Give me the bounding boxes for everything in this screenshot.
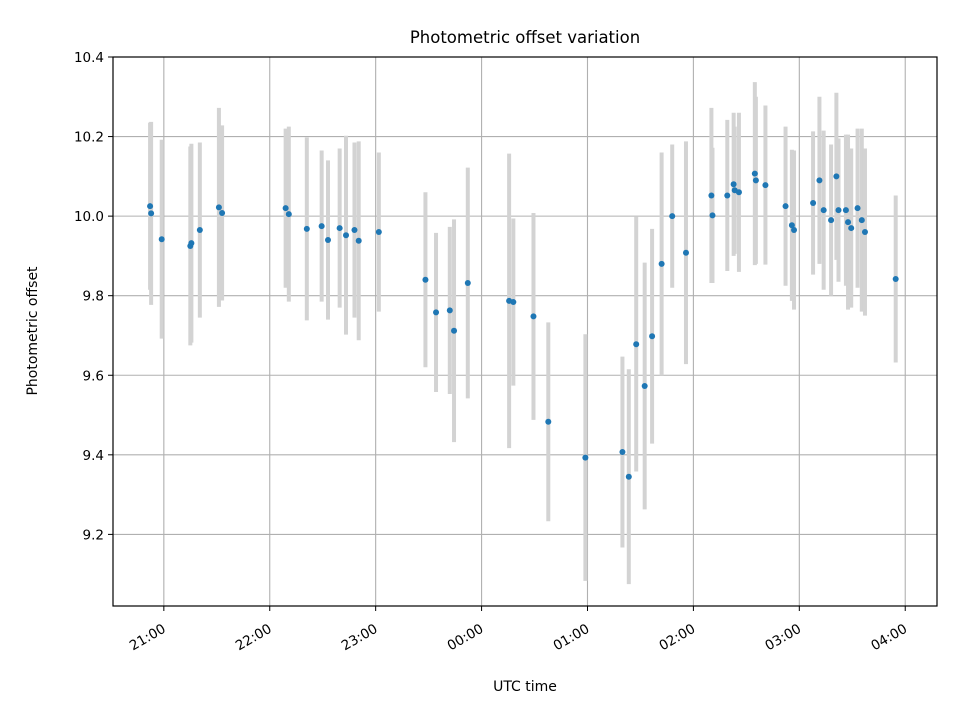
data-points [147, 170, 899, 480]
data-point [854, 205, 861, 212]
data-point [708, 192, 715, 199]
data-point [446, 307, 453, 314]
data-point [816, 177, 823, 184]
data-point [158, 236, 165, 243]
data-point [658, 260, 665, 267]
data-point [820, 207, 827, 214]
y-axis-ticks: 9.2 9.4 9.6 9.8 10.0 10.2 10.4 [74, 50, 113, 543]
data-point [861, 229, 868, 236]
data-point [848, 225, 855, 232]
data-point [633, 341, 640, 348]
data-point [724, 192, 731, 199]
data-point [325, 237, 332, 243]
data-point [791, 227, 798, 234]
x-axis-title: UTC time [493, 679, 557, 695]
data-point [833, 173, 840, 180]
data-point [845, 219, 852, 226]
grid-lines [113, 56, 937, 606]
y-tick-label: 10.0 [74, 209, 104, 225]
y-tick-label: 9.8 [83, 289, 104, 305]
y-tick-label: 9.2 [83, 527, 104, 543]
data-point [422, 276, 429, 283]
y-tick-label: 10.2 [74, 130, 104, 146]
data-point [782, 203, 789, 210]
data-point [619, 449, 626, 456]
y-tick-label: 9.4 [83, 448, 104, 464]
data-point [215, 204, 222, 211]
data-point [375, 229, 382, 236]
data-point [285, 211, 292, 218]
data-point [351, 227, 358, 234]
data-point [336, 225, 343, 232]
data-point [752, 177, 759, 184]
data-point [196, 227, 203, 234]
data-point [282, 205, 289, 212]
y-tick-label: 10.4 [74, 50, 104, 66]
y-axis-title: Photometric offset [25, 266, 41, 396]
data-point [835, 207, 842, 214]
data-point [147, 203, 154, 210]
data-point [828, 217, 835, 224]
data-point [355, 237, 362, 244]
data-point [669, 213, 676, 220]
data-point [709, 212, 716, 219]
data-point [641, 383, 648, 390]
data-point [188, 240, 195, 247]
data-point [318, 223, 325, 230]
data-point [343, 232, 350, 239]
data-point [464, 279, 471, 286]
data-point [625, 473, 632, 480]
data-point [682, 249, 689, 256]
plot-area-frame [112, 56, 938, 607]
data-point [148, 210, 155, 217]
data-point [762, 182, 769, 189]
data-point [510, 299, 517, 306]
data-point [649, 333, 656, 340]
y-tick-label: 9.6 [83, 368, 104, 384]
data-point [433, 309, 440, 316]
data-point [545, 418, 552, 425]
data-point [892, 275, 899, 282]
data-point [788, 222, 795, 229]
data-point [219, 209, 226, 216]
chart-title: Photometric offset variation [410, 28, 640, 47]
data-point [735, 189, 742, 196]
data-point [751, 170, 758, 177]
data-point [582, 454, 589, 461]
data-point [810, 200, 817, 207]
data-point [842, 207, 849, 214]
data-point [451, 327, 458, 334]
data-point [530, 313, 537, 320]
data-point [730, 181, 737, 188]
data-point [858, 217, 865, 224]
data-point [303, 225, 310, 232]
